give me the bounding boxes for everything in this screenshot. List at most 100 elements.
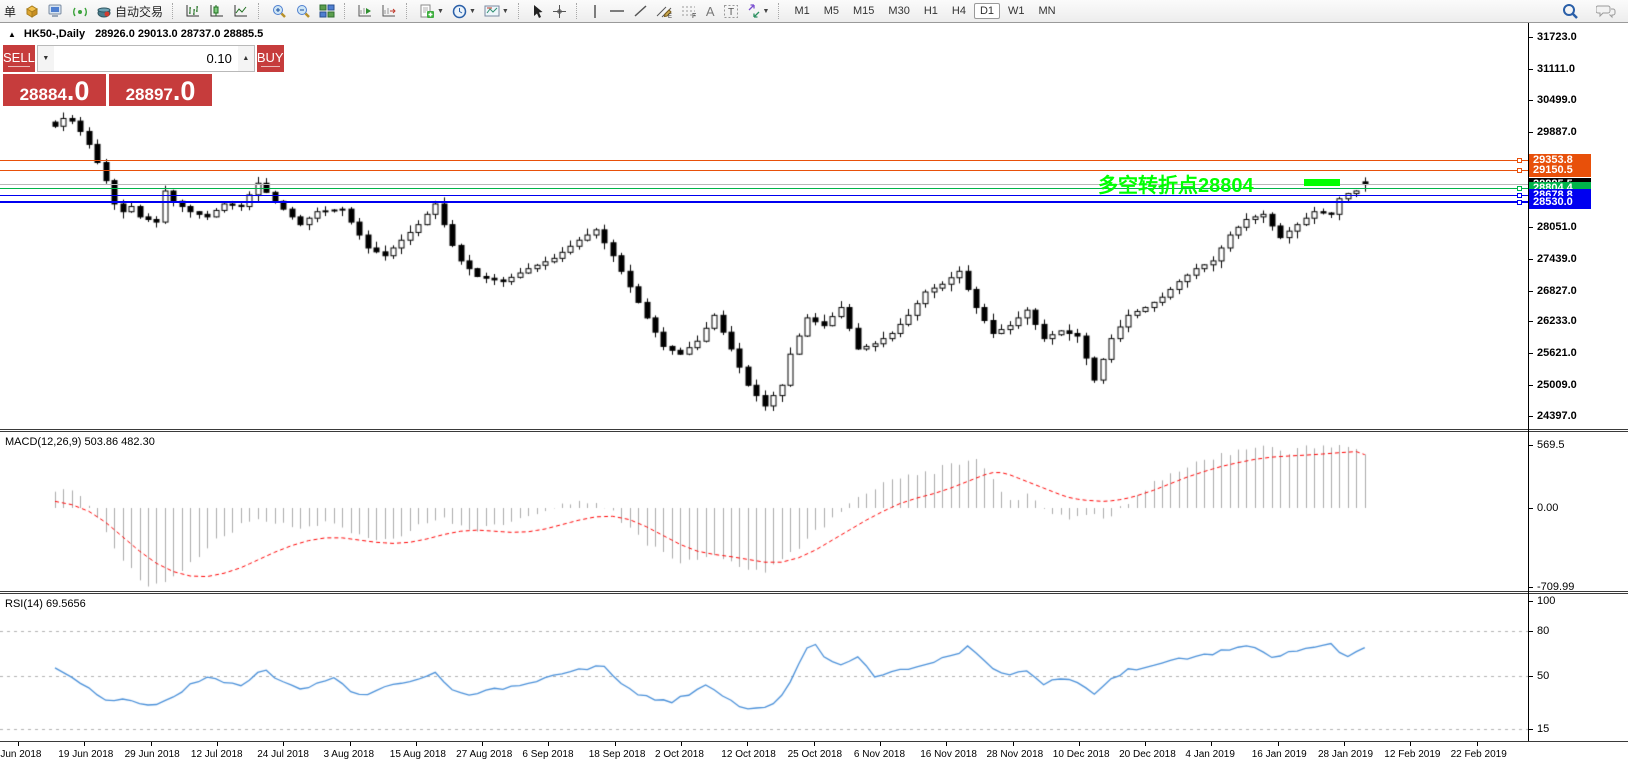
search-icon[interactable] — [1559, 1, 1582, 21]
signal-icon[interactable] — [69, 1, 91, 21]
date-axis-tick — [1145, 742, 1147, 746]
price-axis-label: 26827.0 — [1537, 285, 1577, 297]
hline-handle[interactable] — [1517, 158, 1522, 163]
price-axis-tick — [1529, 227, 1533, 228]
timeframe-M30[interactable]: M30 — [888, 5, 910, 17]
auto-scroll-icon[interactable] — [354, 1, 376, 21]
timeframe-M1[interactable]: M1 — [794, 5, 810, 17]
hline-handle[interactable] — [1517, 200, 1522, 205]
arrows-tool-button[interactable]: ▼ — [744, 1, 773, 21]
date-axis-label: 28 Jan 2019 — [1318, 749, 1374, 760]
macd-chart[interactable] — [0, 432, 1528, 591]
horizontal-line-object[interactable] — [0, 201, 1528, 203]
one-click-collapse-button[interactable]: ▲ — [8, 30, 16, 39]
horizontal-line-object[interactable] — [0, 195, 1528, 196]
text-label-tool-icon[interactable]: T — [720, 1, 742, 21]
rsi-chart[interactable] — [0, 594, 1528, 741]
volume-input[interactable] — [53, 46, 238, 71]
chevron-down-icon: ▼ — [501, 7, 509, 15]
zoom-in-icon[interactable] — [268, 1, 290, 21]
date-axis-tick — [614, 742, 616, 746]
timeframe-W1[interactable]: W1 — [1008, 5, 1025, 17]
date-axis-label: 3 Aug 2018 — [323, 749, 375, 760]
svg-text:E: E — [668, 14, 672, 19]
chevron-down-icon: ▼ — [762, 7, 770, 15]
macd-panel: MACD(12,26,9) 503.86 482.30 — [0, 432, 1528, 591]
timeframe-H4[interactable]: H4 — [951, 5, 966, 17]
date-axis-tick — [150, 742, 152, 746]
candlestick-mode-icon[interactable] — [206, 1, 228, 21]
date-axis-tick — [283, 742, 285, 746]
date-axis-tick — [84, 742, 86, 746]
terminal-icon[interactable] — [45, 1, 67, 21]
horizontal-line-object[interactable] — [0, 188, 1528, 189]
crosshair-tool-icon[interactable] — [549, 1, 570, 21]
price-axis-label: 24397.0 — [1537, 410, 1577, 422]
price-axis-border — [1528, 23, 1529, 741]
timeframe-MN[interactable]: MN — [1038, 5, 1056, 17]
sell-price-main: 28884 — [19, 85, 67, 104]
vertical-line-tool-icon[interactable] — [586, 1, 604, 21]
add-indicator-icon — [420, 4, 435, 18]
price-axis-tick — [1529, 259, 1533, 260]
buy-button[interactable]: BUY — [256, 45, 284, 72]
symbol-period-label: HK50-,Daily — [23, 28, 86, 40]
panel-divider[interactable] — [0, 591, 1628, 594]
date-axis-label: 27 Aug 2018 — [456, 749, 513, 760]
horizontal-line-object[interactable] — [0, 160, 1528, 161]
hline-handle[interactable] — [1517, 186, 1522, 191]
date-axis-label: 6 Nov 2018 — [853, 749, 906, 760]
one-click-trading-panel: SELL ▼ ▲ BUY 28884 .0 28897 .0 — [3, 45, 284, 106]
svg-text:F: F — [692, 13, 696, 19]
price-axis-label: 31111.0 — [1537, 63, 1575, 75]
add-indicator-button[interactable]: ▼ — [416, 1, 447, 21]
fibonacci-tool-icon[interactable]: F — [678, 1, 701, 21]
macd-axis-tick — [1529, 445, 1533, 446]
pivot-annotation-text[interactable]: 多空转折点28804 — [1098, 175, 1254, 197]
date-axis: 5 Jun 2018 19 Jun 2018 29 Jun 2018 12 Jul 2… — [0, 742, 1628, 769]
text-tool-icon[interactable]: A — [705, 3, 715, 19]
timeframe-D1[interactable]: D1 — [973, 3, 1001, 19]
profile-box-icon[interactable] — [21, 1, 43, 21]
zoom-out-icon[interactable] — [292, 1, 314, 21]
price-axis-label: 31723.0 — [1537, 31, 1577, 43]
templates-button[interactable]: ▼ — [481, 1, 512, 21]
timeframe-M5[interactable]: M5 — [823, 5, 840, 17]
toolbar-separator — [575, 3, 581, 19]
date-axis-label: 5 Jun 2018 — [0, 749, 42, 760]
timeframe-H1[interactable]: H1 — [923, 5, 938, 17]
macd-header: MACD(12,26,9) 503.86 482.30 — [5, 436, 155, 448]
chevron-down-icon: ▼ — [468, 7, 476, 15]
horizontal-line-object[interactable] — [0, 170, 1528, 171]
horizontal-line-tool-icon[interactable] — [606, 1, 628, 21]
sell-button[interactable]: SELL — [3, 45, 35, 72]
hline-handle[interactable] — [1517, 193, 1522, 198]
timeframe-M15[interactable]: M15 — [853, 5, 875, 17]
volume-increase-button[interactable]: ▲ — [237, 46, 254, 71]
date-axis-tick — [946, 742, 948, 746]
cursor-tool-icon[interactable] — [528, 1, 547, 21]
new-order-button[interactable]: 单 — [4, 4, 17, 19]
trendline-tool-icon[interactable] — [630, 1, 651, 21]
chat-icon[interactable] — [1593, 1, 1619, 21]
volume-decrease-button[interactable]: ▼ — [37, 46, 54, 71]
candlestick-chart[interactable] — [0, 23, 1528, 429]
price-axis-tick — [1529, 353, 1533, 354]
hline-handle[interactable] — [1517, 168, 1522, 173]
chart-shift-icon[interactable] — [378, 1, 400, 21]
periods-button[interactable]: ▼ — [449, 1, 479, 21]
date-axis-label: 12 Jul 2018 — [190, 749, 243, 760]
panel-divider[interactable] — [0, 429, 1628, 432]
date-axis-label: 16 Jan 2019 — [1251, 749, 1307, 760]
tile-windows-icon[interactable] — [316, 1, 338, 21]
channel-tool-icon[interactable]: E — [653, 1, 676, 21]
pivot-annotation-marker[interactable] — [1304, 179, 1340, 186]
template-icon — [484, 5, 500, 17]
sell-price[interactable]: 28884 .0 — [3, 74, 106, 106]
date-axis-label: 6 Sep 2018 — [522, 749, 574, 760]
autotrading-button[interactable]: 自动交易 — [93, 1, 166, 21]
buy-price[interactable]: 28897 .0 — [109, 74, 212, 106]
window-border — [0, 22, 1628, 23]
bar-chart-mode-icon[interactable] — [182, 1, 204, 21]
line-chart-mode-icon[interactable] — [230, 1, 252, 21]
